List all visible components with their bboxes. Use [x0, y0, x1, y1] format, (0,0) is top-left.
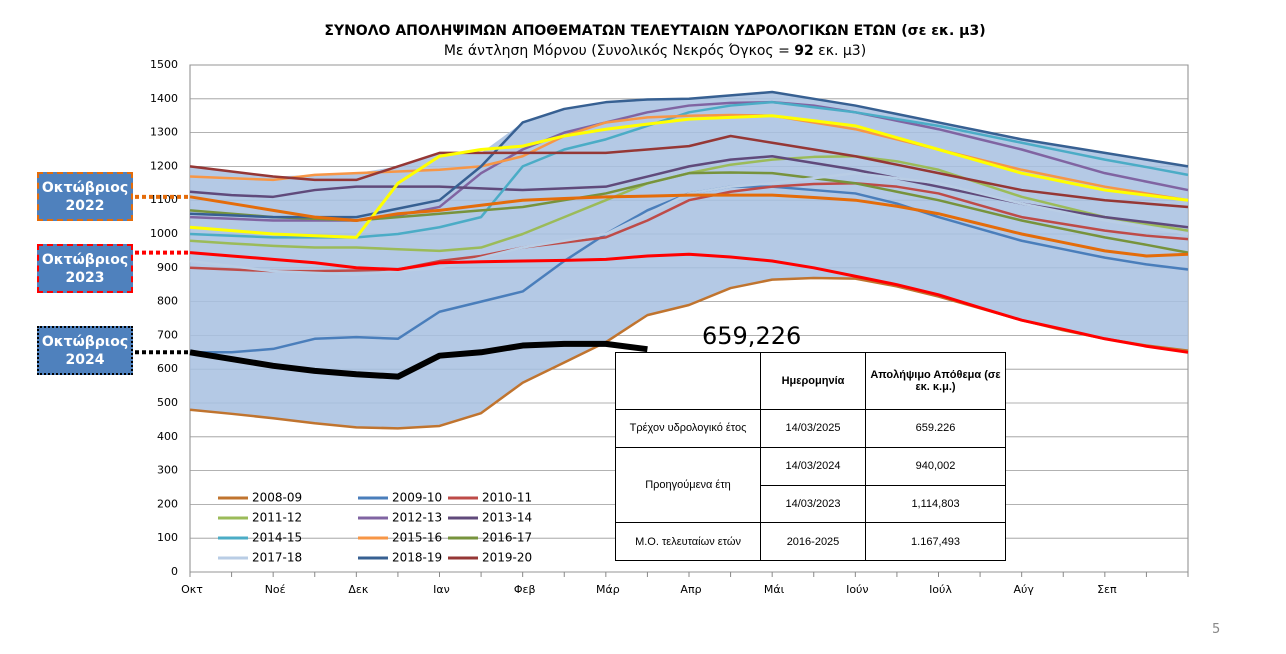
- legend-label: 2017-18: [252, 551, 302, 565]
- series-line: [189, 193, 1189, 258]
- subtitle-part: εκ. μ3): [814, 43, 866, 59]
- legend-label: 2011-12: [252, 511, 302, 525]
- y-tick-label: 1500: [150, 58, 178, 71]
- series-line: [189, 134, 1189, 209]
- series-line: [189, 171, 1189, 276]
- x-tick-label: Δεκ: [348, 583, 368, 596]
- y-tick-label: 0: [171, 565, 178, 578]
- envelope-band: [190, 92, 1188, 429]
- x-tick-label: Απρ: [680, 583, 701, 596]
- cell: 14/03/2024: [760, 446, 866, 486]
- legend-label: 2019-20: [482, 551, 532, 565]
- series-line: [189, 114, 1189, 239]
- x-tick-label: Ιαν: [433, 583, 450, 596]
- annotation-box: Οκτώβριος 2022: [37, 172, 133, 221]
- series-line: [189, 113, 1189, 202]
- header-cell: Απολήψιμο Απόθεμα (σε εκ. κ.μ.): [865, 352, 1006, 410]
- y-tick-label: 300: [157, 464, 178, 477]
- y-tick-label: 100: [157, 531, 178, 544]
- y-tick-label: 700: [157, 328, 178, 341]
- summary-table: Ημερομηνία Απολήψιμο Απόθεμα (σε εκ. κ.μ.…: [615, 352, 1006, 561]
- y-tick-label: 500: [157, 396, 178, 409]
- legend-label: 2015-16: [392, 531, 442, 545]
- legend-label: 2018-19: [392, 551, 442, 565]
- cell: Μ.Ο. τελευταίων ετών: [615, 522, 761, 561]
- y-tick-label: 1200: [150, 159, 178, 172]
- series-line: [189, 182, 1189, 273]
- y-tick-label: 1400: [150, 92, 178, 105]
- y-tick-label: 1300: [150, 126, 178, 139]
- y-tick-label: 1000: [150, 227, 178, 240]
- cell: 659.226: [865, 409, 1006, 448]
- page-number: 5: [1212, 622, 1221, 637]
- cell: Τρέχον υδρολογικό έτος: [615, 409, 761, 448]
- series-line: [189, 90, 1189, 219]
- header-cell: Ημερομηνία: [760, 352, 866, 410]
- cell: 1.167,493: [865, 522, 1006, 561]
- y-tick-label: 400: [157, 430, 178, 443]
- cell: 2016-2025: [760, 522, 866, 561]
- cell: 14/03/2023: [760, 484, 866, 524]
- cell: 940,002: [865, 446, 1006, 486]
- x-tick-label: Ιούν: [846, 583, 868, 596]
- cell: Προηγούμενα έτη: [615, 446, 761, 524]
- subtitle-part: Με άντληση Μόρνου (Συνολικός Νεκρός Όγκο…: [444, 43, 794, 59]
- y-tick-label: 200: [157, 497, 178, 510]
- x-tick-label: Σεπ: [1097, 583, 1117, 596]
- annotation-box: Οκτώβριος 2023: [37, 244, 133, 293]
- x-tick-label: Οκτ: [181, 583, 203, 596]
- y-tick-label: 900: [157, 261, 178, 274]
- y-tick-label: 800: [157, 295, 178, 308]
- annotation-box: Οκτώβριος 2024: [37, 326, 133, 375]
- x-tick-label: Φεβ: [514, 583, 536, 596]
- legend-label: 2014-15: [252, 531, 302, 545]
- legend-label: 2012-13: [392, 511, 442, 525]
- series-line: [189, 251, 1189, 354]
- x-tick-label: Αύγ: [1013, 583, 1034, 596]
- chart-subtitle: Με άντληση Μόρνου (Συνολικός Νεκρός Όγκο…: [444, 43, 866, 59]
- y-tick-label: 600: [157, 362, 178, 375]
- legend-label: 2013-14: [482, 511, 532, 525]
- legend-label: 2008-09: [252, 491, 302, 505]
- cell: [615, 352, 761, 410]
- chart-title: ΣΥΝΟΛΟ ΑΠΟΛΗΨΙΜΩΝ ΑΠΟΘΕΜΑΤΩΝ ΤΕΛΕΥΤΑΙΩΝ …: [324, 23, 985, 39]
- x-tick-label: Ιούλ: [929, 583, 952, 596]
- x-tick-label: Μάρ: [596, 583, 620, 596]
- x-tick-label: Μάι: [764, 583, 785, 596]
- x-tick-label: Νοέ: [265, 583, 286, 596]
- legend-label: 2010-11: [482, 491, 532, 505]
- cell: 14/03/2025: [760, 409, 866, 448]
- legend-label: 2016-17: [482, 531, 532, 545]
- subtitle-part: 92: [794, 43, 813, 59]
- legend-label: 2009-10: [392, 491, 442, 505]
- current-label: 659,226: [702, 322, 801, 350]
- cell: 1,114,803: [865, 484, 1006, 524]
- series-line: [189, 340, 648, 380]
